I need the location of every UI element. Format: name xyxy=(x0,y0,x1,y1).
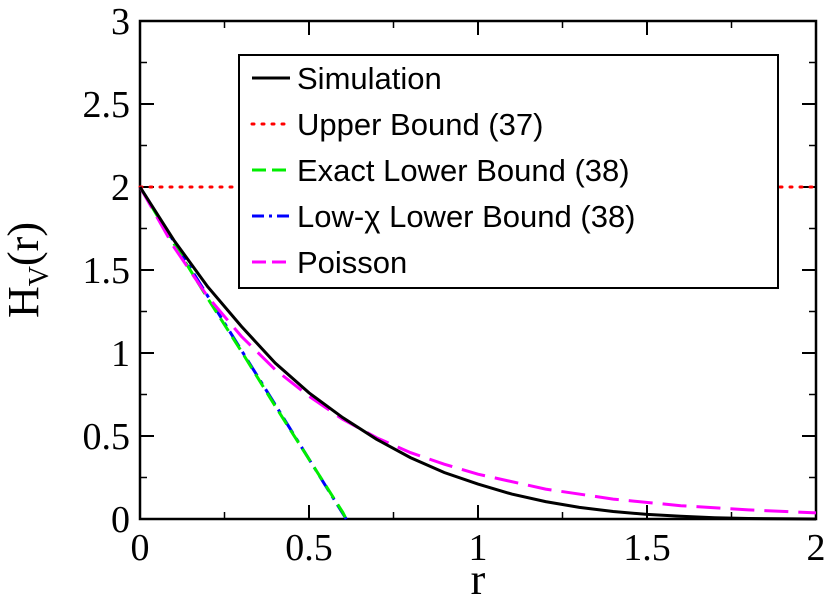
y-tick-label: 1 xyxy=(111,333,130,375)
y-axis-title-sub: V xyxy=(24,266,55,286)
y-tick-label: 2.5 xyxy=(83,84,131,126)
y-axis-title-tail: (r) xyxy=(0,222,48,266)
series-line-low-lower-bound-38 xyxy=(138,186,348,520)
legend-label-upper-bound-37: Upper Bound (37) xyxy=(297,107,543,142)
legend-items: Simulation Upper Bound (37) Exact Lower Bo… xyxy=(250,61,636,280)
y-tick-label: 0.5 xyxy=(83,416,131,458)
y-tick-label: 2 xyxy=(111,167,130,209)
svg-text:HV(r): HV(r) xyxy=(0,222,55,318)
legend-label-low-lower-bound-38: Low-χ Lower Bound (38) xyxy=(297,199,636,234)
y-tick-label: 3 xyxy=(111,1,130,43)
x-tick-label: 1 xyxy=(469,527,488,569)
y-tick-label: 1.5 xyxy=(83,250,131,292)
legend-box xyxy=(238,54,779,289)
legend: Simulation Upper Bound (37) Exact Lower Bo… xyxy=(238,54,779,289)
series-line-simulation xyxy=(138,186,817,521)
legend-label-poisson: Poisson xyxy=(297,245,407,280)
legend-label-simulation: Simulation xyxy=(297,61,442,96)
x-tick-label: 0.5 xyxy=(285,527,333,569)
y-tick-label: 0 xyxy=(111,499,130,541)
legend-label-exact-lower-bound-38: Exact Lower Bound (38) xyxy=(297,153,630,188)
y-axis-title: HV(r) xyxy=(0,222,55,318)
x-tick-label: 1.5 xyxy=(623,527,671,569)
x-tick-label: 0 xyxy=(131,527,150,569)
x-axis-title: r xyxy=(471,555,486,599)
axis-ticks: 0 0.5 1 1.5 2 0 0.5 1 1.5 2 2.5 3 xyxy=(83,1,826,569)
x-tick-label: 2 xyxy=(807,527,826,569)
series-line-poisson xyxy=(138,186,817,515)
y-axis-title-main: H xyxy=(0,286,48,318)
